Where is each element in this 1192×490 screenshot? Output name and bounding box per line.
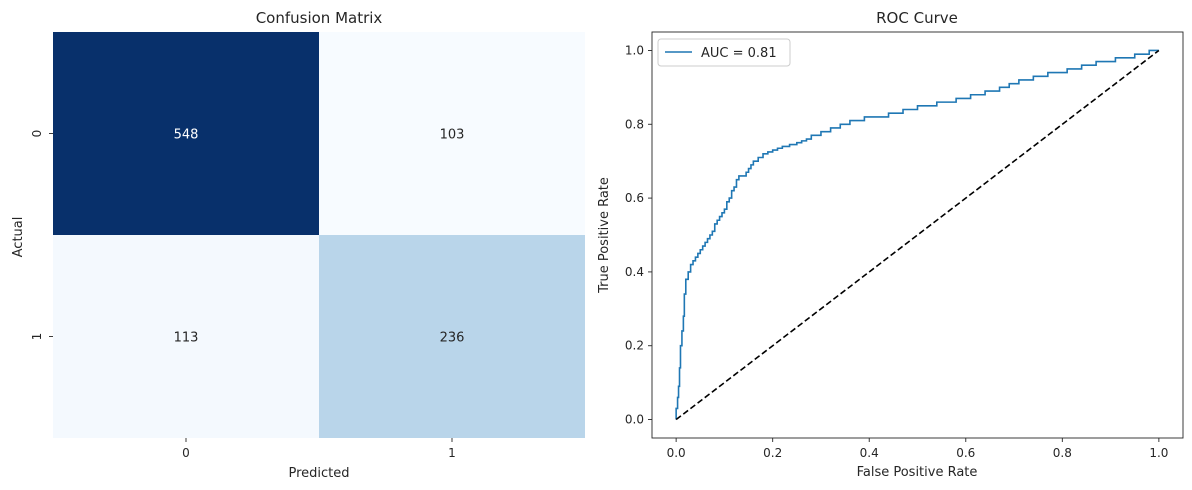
heatmap-cells — [53, 32, 585, 438]
x-tick-label: 0.0 — [667, 446, 686, 460]
roc-curve-chart: 0.0 0.2 0.4 0.6 0.8 1.0 0.0 0.2 0.4 0.6 0.8 1.0 RO… — [597, 9, 1184, 480]
heatmap-cell — [319, 235, 585, 438]
y-tick-label: 0 — [30, 130, 44, 138]
y-axis-label: Actual — [11, 217, 26, 258]
cell-value-label: 103 — [440, 128, 465, 143]
heatmap-cell — [319, 32, 585, 235]
plot-frame — [651, 31, 1184, 439]
x-tick-label: 0.4 — [860, 446, 879, 460]
heatmap-cell — [53, 32, 319, 235]
y-tick-label: 1.0 — [625, 43, 644, 57]
heatmap-cell-labels: 548 103 113 236 — [174, 128, 465, 346]
cell-value-label: 113 — [174, 331, 199, 346]
x-tick-label: 0 — [182, 446, 190, 460]
y-axis-label: True Positive Rate — [597, 177, 612, 294]
legend-label: AUC = 0.81 — [701, 46, 777, 61]
chart-title: Confusion Matrix — [256, 9, 383, 27]
chance-diagonal-line — [675, 49, 1160, 421]
x-tick-label: 1 — [448, 446, 456, 460]
x-axis-label: False Positive Rate — [857, 465, 978, 480]
x-tick-label: 0.2 — [763, 446, 782, 460]
heatmap-cell — [53, 235, 319, 438]
roc-series-lines — [675, 49, 1160, 421]
x-axis-ticks: 0.0 0.2 0.4 0.6 0.8 1.0 — [667, 438, 1168, 460]
y-tick-label: 1 — [30, 333, 44, 341]
legend: AUC = 0.81 — [657, 38, 791, 67]
chart-title: ROC Curve — [876, 9, 958, 27]
cell-value-label: 236 — [440, 331, 465, 346]
y-tick-label: 0.4 — [625, 265, 644, 279]
x-tick-label: 0.6 — [956, 446, 975, 460]
cell-value-label: 548 — [174, 128, 199, 143]
legend-box — [657, 38, 791, 67]
x-tick-label: 1.0 — [1149, 446, 1168, 460]
x-tick-label: 0.8 — [1053, 446, 1072, 460]
x-axis-label: Predicted — [288, 466, 349, 481]
y-tick-label: 0.0 — [625, 413, 644, 427]
y-axis-ticks: 01 — [30, 130, 53, 341]
y-tick-label: 0.2 — [625, 339, 644, 353]
y-axis-ticks: 0.0 0.2 0.4 0.6 0.8 1.0 — [625, 43, 652, 427]
roc-curve-line — [675, 49, 1159, 420]
y-tick-label: 0.6 — [625, 191, 644, 205]
y-tick-label: 0.8 — [625, 117, 644, 131]
